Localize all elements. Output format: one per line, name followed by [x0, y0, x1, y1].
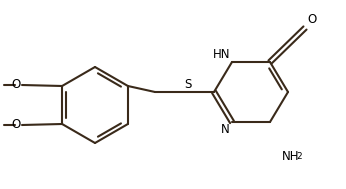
Text: O: O — [307, 13, 316, 26]
Text: NH: NH — [282, 150, 300, 163]
Text: HN: HN — [212, 48, 230, 61]
Text: O: O — [12, 78, 21, 91]
Text: 2: 2 — [296, 152, 302, 161]
Text: S: S — [184, 78, 192, 91]
Text: N: N — [221, 123, 230, 136]
Text: O: O — [12, 119, 21, 132]
